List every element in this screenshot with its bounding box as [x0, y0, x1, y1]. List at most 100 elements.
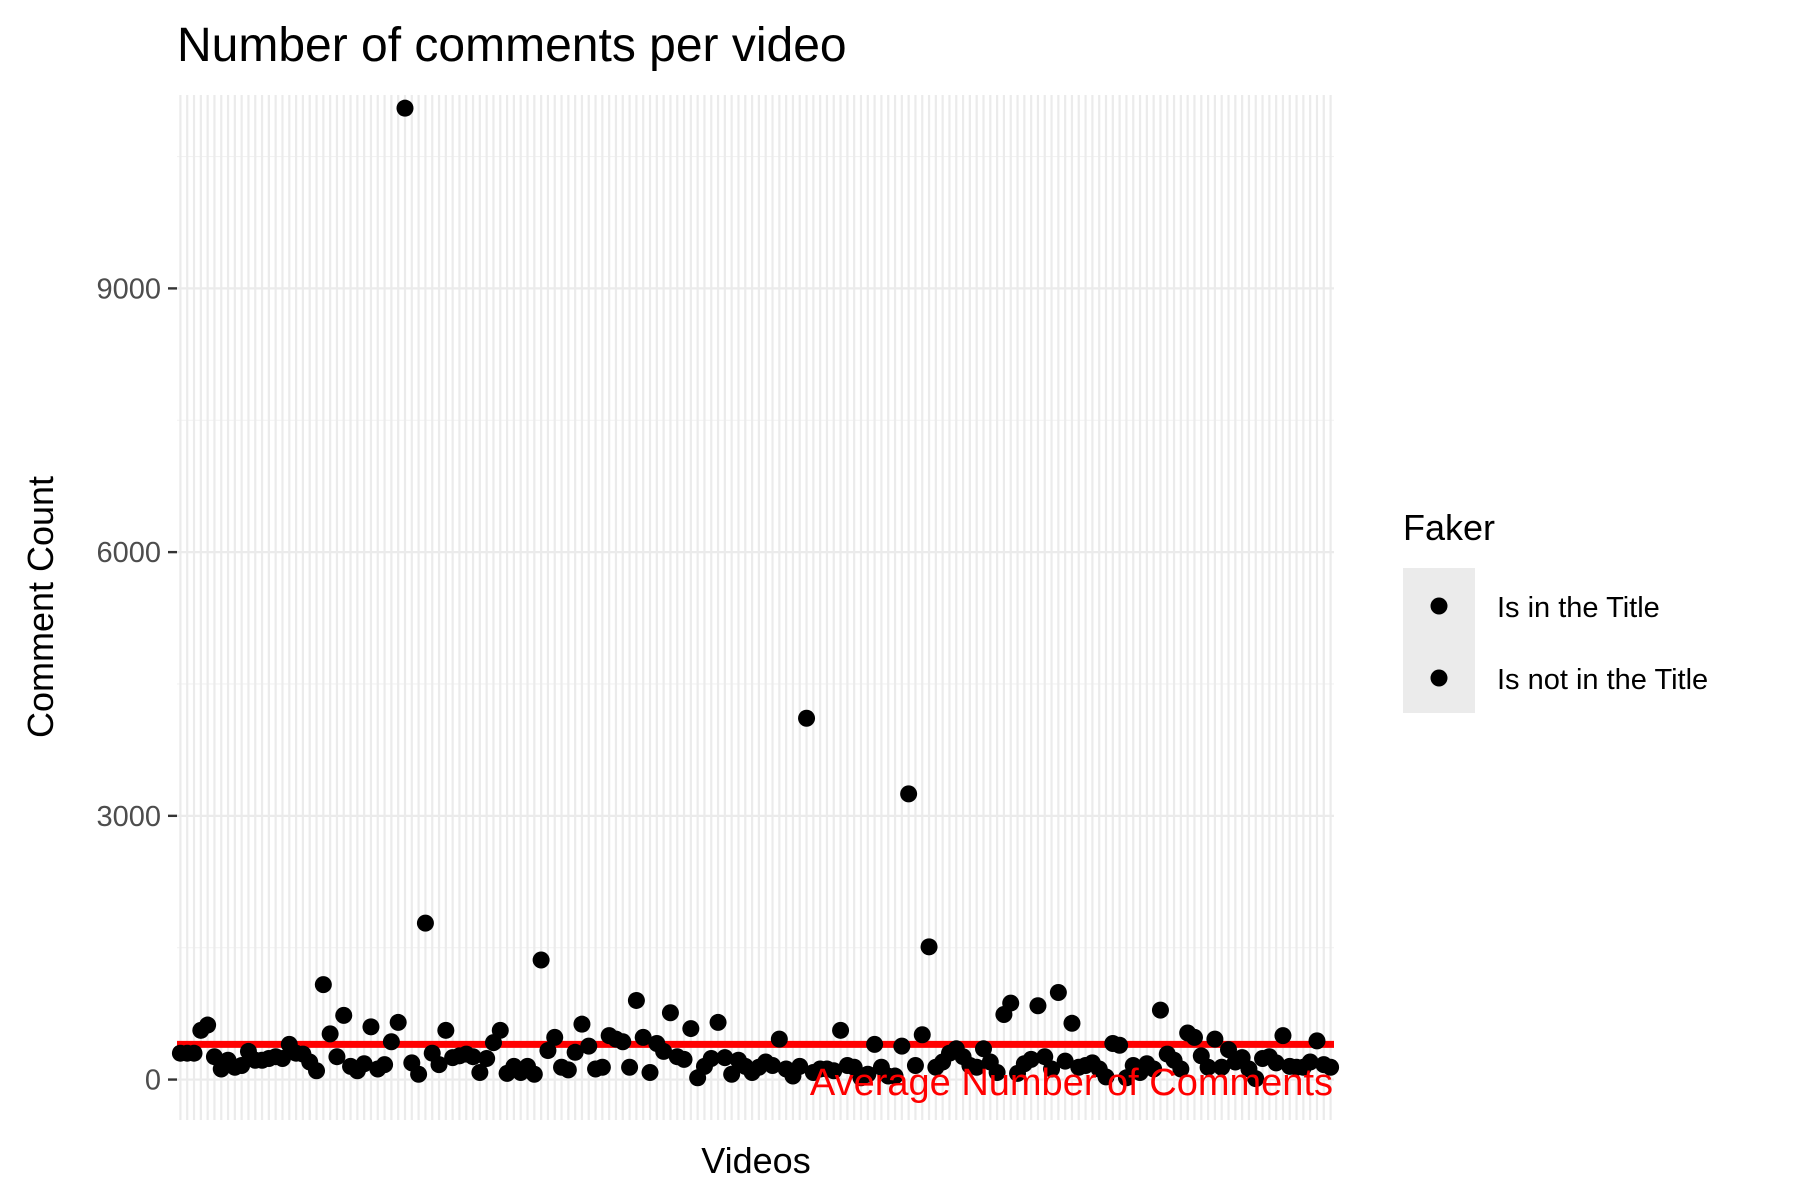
data-point — [416, 914, 434, 932]
data-point — [437, 1021, 455, 1039]
data-point — [1206, 1030, 1224, 1048]
data-point — [525, 1065, 543, 1083]
data-point — [1199, 1058, 1217, 1076]
data-point — [859, 1065, 877, 1083]
data-point — [328, 1048, 346, 1066]
y-tick-label: 3000 — [96, 801, 161, 833]
data-point — [389, 1013, 407, 1031]
data-point — [1247, 1070, 1265, 1088]
data-point — [614, 1033, 632, 1051]
data-point — [825, 1062, 843, 1080]
data-point — [1301, 1053, 1319, 1071]
data-point — [627, 991, 645, 1009]
data-point — [1029, 997, 1047, 1015]
data-point — [716, 1049, 734, 1067]
data-point — [321, 1025, 339, 1043]
data-point — [593, 1058, 611, 1076]
data-point — [723, 1065, 741, 1083]
data-point — [396, 99, 414, 117]
data-point — [199, 1016, 217, 1034]
data-point — [798, 709, 816, 727]
data-point — [559, 1061, 577, 1079]
y-tick-label: 0 — [145, 1065, 161, 1097]
data-point — [1274, 1027, 1292, 1045]
data-point — [832, 1021, 850, 1039]
data-point — [1151, 1001, 1169, 1019]
data-point — [546, 1028, 564, 1046]
data-point — [1097, 1068, 1115, 1086]
data-point — [968, 1058, 986, 1076]
data-point — [920, 938, 938, 956]
data-point — [1111, 1036, 1129, 1054]
legend-label-in-title: Is in the Title — [1497, 592, 1660, 624]
data-point — [770, 1030, 788, 1048]
average-line-label: Average Number of Comments — [810, 1062, 1333, 1104]
data-point — [655, 1042, 673, 1060]
data-point — [532, 951, 550, 969]
data-point — [988, 1064, 1006, 1082]
data-point — [539, 1042, 557, 1060]
data-point — [893, 1037, 911, 1055]
data-point — [430, 1056, 448, 1074]
data-point — [471, 1064, 489, 1082]
data-point — [641, 1064, 659, 1082]
legend-key-in-title — [1430, 597, 1448, 615]
data-point — [1022, 1050, 1040, 1068]
data-point — [382, 1033, 400, 1051]
data-point — [464, 1048, 482, 1066]
data-point — [185, 1044, 203, 1062]
data-point — [886, 1067, 904, 1085]
data-point — [410, 1065, 428, 1083]
data-point — [634, 1028, 652, 1046]
data-point — [580, 1037, 598, 1055]
legend-title: Faker — [1403, 507, 1495, 548]
data-point — [355, 1055, 373, 1073]
plot-panel: Average Number of Comments — [171, 95, 1340, 1120]
data-point — [1049, 984, 1067, 1002]
data-point — [866, 1035, 884, 1053]
data-point — [362, 1018, 380, 1036]
legend: Faker Is in the Title Is not in the Titl… — [1403, 507, 1708, 713]
data-point — [314, 976, 332, 994]
data-point — [913, 1026, 931, 1044]
data-point — [1267, 1054, 1285, 1072]
y-axis-title: Comment Count — [20, 476, 61, 738]
data-point — [478, 1049, 496, 1067]
data-point — [621, 1058, 639, 1076]
data-point — [1002, 994, 1020, 1012]
data-point — [906, 1056, 924, 1074]
data-point — [491, 1021, 509, 1039]
data-point — [1308, 1032, 1326, 1050]
y-tick-label: 9000 — [96, 273, 161, 305]
data-point — [376, 1056, 394, 1074]
y-tick-label: 6000 — [96, 537, 161, 569]
data-point — [900, 785, 918, 803]
data-point — [1043, 1060, 1061, 1078]
data-point — [273, 1049, 291, 1067]
legend-key-not-in-title — [1430, 669, 1448, 687]
data-point — [1322, 1058, 1340, 1076]
data-point — [1185, 1028, 1203, 1046]
data-point — [702, 1049, 720, 1067]
plot-background — [177, 95, 1334, 1120]
data-point — [1063, 1014, 1081, 1032]
data-point — [573, 1015, 591, 1033]
data-point — [974, 1040, 992, 1058]
data-point — [1213, 1058, 1231, 1076]
data-point — [791, 1057, 809, 1075]
data-point — [1145, 1060, 1163, 1078]
data-points — [171, 99, 1340, 1088]
data-point — [682, 1020, 700, 1038]
data-point — [308, 1062, 326, 1080]
data-point — [675, 1050, 693, 1068]
legend-label-not-in-title: Is not in the Title — [1497, 664, 1708, 696]
data-point — [764, 1056, 782, 1074]
x-axis-title: Videos — [701, 1140, 810, 1181]
data-point — [1172, 1060, 1190, 1078]
legend-key-background — [1403, 568, 1475, 713]
chart-title: Number of comments per video — [177, 19, 847, 72]
data-point — [661, 1004, 679, 1022]
y-axis: 0 3000 6000 9000 — [96, 273, 177, 1097]
data-point — [233, 1056, 251, 1074]
